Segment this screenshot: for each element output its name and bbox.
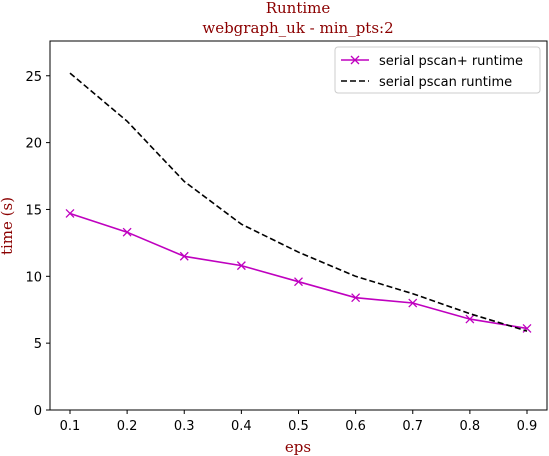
x-tick-label: 0.5 [288,419,309,434]
series-point-1 [236,261,246,271]
legend-label-2: serial pscan runtime [379,75,512,90]
x-tick-label: 0.8 [460,419,481,434]
series-line-1 [69,212,528,330]
y-tick-label: 5 [34,337,42,352]
series-point-1 [179,251,189,261]
series-point-1 [351,293,361,303]
y-tick-label: 15 [25,203,42,218]
series-point-1 [65,209,75,218]
plot-area: 0.1 0.2 0.3 0.4 0.5 0.6 0.7 0.8 0.9 0 5 10 15 20 25 ser… [25,40,548,434]
x-tick-label: 0.6 [345,419,366,434]
y-axis-label: time (s) [0,197,16,255]
x-axis-label: eps [285,438,311,456]
x-tick-label: 0.7 [402,419,423,434]
chart-title: Runtime [266,0,331,17]
series-point-1 [408,298,418,308]
x-tick-label: 0.4 [231,419,252,434]
y-tick-label: 25 [25,70,42,85]
series-point-1 [122,227,132,237]
legend-marker-1 [350,55,360,65]
plot-frame [49,40,548,411]
series-point-1 [294,277,303,287]
y-tick-label: 10 [25,270,42,285]
x-tick-label: 0.2 [117,419,138,434]
y-tick-label: 20 [25,137,42,152]
x-tick-label: 0.3 [174,419,195,434]
y-tick-label: 0 [34,404,42,419]
series-line-2 [69,72,528,332]
chart-subtitle: webgraph_uk - min_pts:2 [202,19,393,37]
legend-label-1: serial pscan+ runtime [379,54,523,69]
series-point-1 [465,314,475,324]
x-tick-label: 0.9 [517,419,538,434]
legend-box [334,46,541,94]
x-tick-label: 0.1 [60,419,81,434]
